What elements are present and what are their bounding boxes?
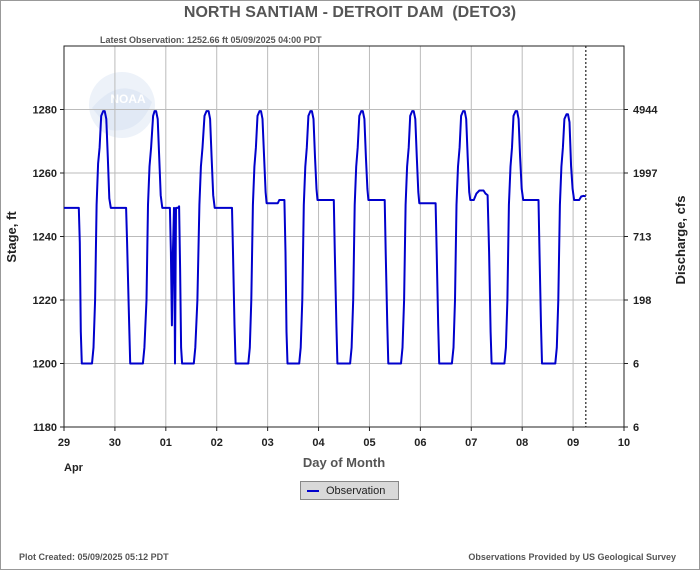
chart-title: NORTH SANTIAM - DETROIT DAM (DETO3) [183,4,517,21]
x-tick-label: 10 [618,437,630,449]
x-tick-label: 09 [567,437,579,449]
grid-lines [64,46,624,427]
y-tick-label-right: 713 [633,232,651,244]
x-tick-label: 08 [516,437,528,449]
series-line-observation [64,110,586,365]
y-tick-label-right: 6 [633,359,639,371]
y-tick-label-left: 1220 [33,295,57,307]
y-tick-label-right: 4944 [633,105,658,117]
y-tick-label-left: 1180 [33,422,57,434]
legend-label-observation: Observation [326,484,386,497]
plot-created-note: Plot Created: 05/09/2025 05:12 PDT [19,552,169,562]
y-tick-label-left: 1280 [33,105,57,117]
legend-swatch-observation [307,489,319,492]
x-tick-label: 06 [414,437,426,449]
left-axis-ticks: 1180 1200 1220 1240 1260 1280 [33,105,64,434]
y-tick-label-left: 1260 [33,168,57,180]
x-tick-label: 30 [109,437,121,449]
x-tick-label: 07 [465,437,477,449]
noaa-logo-text: NOAA [110,92,146,106]
x-tick-label: 02 [211,437,223,449]
y-axis-label-right: Discharge, cfs [673,196,688,285]
x-tick-label: 04 [312,437,325,449]
x-month-label: Apr [64,462,84,474]
data-provider-note: Observations Provided by US Geological S… [468,552,676,562]
latest-observation: Latest Observation: 1252.66 ft 05/09/202… [100,35,322,45]
noaa-logo: NOAA [89,72,155,138]
x-axis-label: Day of Month [303,455,385,470]
x-axis-ticks: 29 30 01 02 03 04 05 06 07 08 09 10 [58,427,630,449]
y-tick-label-right: 198 [633,295,651,307]
y-tick-label-left: 1240 [33,232,57,244]
y-tick-label-right: 1997 [633,168,657,180]
x-tick-label: 03 [262,437,274,449]
y-tick-label-right: 6 [633,422,639,434]
x-tick-label: 05 [363,437,375,449]
y-axis-label-left: Stage, ft [4,211,19,263]
x-tick-label: 29 [58,437,70,449]
x-tick-label: 01 [160,437,172,449]
legend: Observation [300,481,399,500]
y-tick-label-left: 1200 [33,359,57,371]
right-axis-ticks: 6 6 198 713 1997 4944 [624,105,658,434]
